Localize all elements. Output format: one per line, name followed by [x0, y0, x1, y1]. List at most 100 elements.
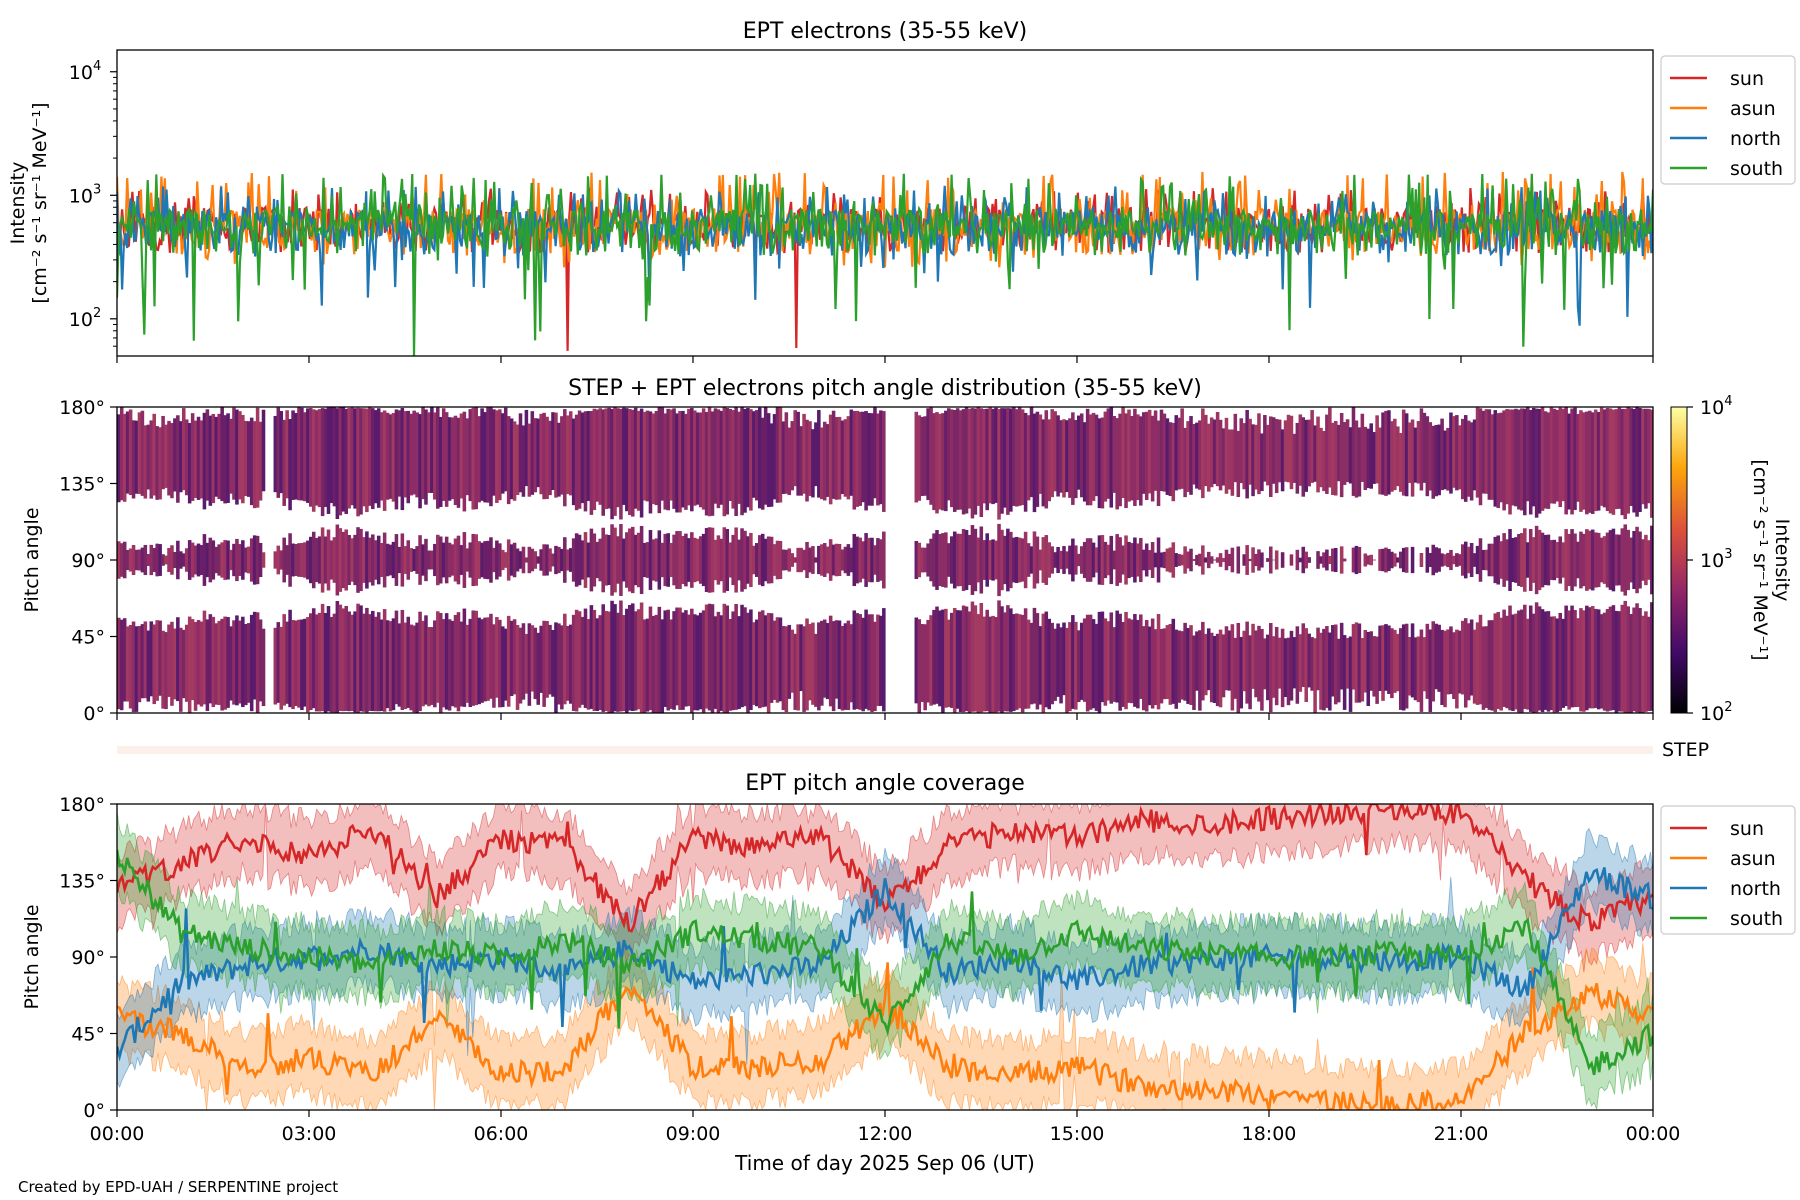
heatmap-cell	[444, 536, 449, 584]
heatmap-cell	[1059, 420, 1063, 493]
heatmap-cell	[471, 407, 476, 510]
heatmap-cell	[592, 609, 597, 711]
heatmap-cell	[1059, 550, 1063, 570]
heatmap-cell	[335, 408, 340, 520]
heatmap-cell	[1393, 418, 1397, 491]
heatmap-cell	[1041, 537, 1046, 583]
heatmap-cell	[781, 626, 786, 711]
heatmap-cell	[1171, 618, 1176, 704]
heatmap-cell	[1118, 537, 1122, 583]
heatmap-cell	[976, 537, 981, 583]
heatmap-cell	[1274, 419, 1279, 494]
heatmap-cell	[453, 614, 458, 708]
heatmap-cell	[350, 614, 354, 712]
heatmap-cell	[701, 533, 706, 587]
heatmap-cell	[1174, 629, 1179, 709]
heatmap-cell	[554, 622, 558, 713]
heatmap-cell	[1322, 430, 1326, 492]
heatmap-cell	[616, 536, 620, 584]
heatmap-cell	[1635, 407, 1639, 517]
panel1-xaxis	[116, 356, 1654, 363]
heatmap-cell	[1201, 408, 1205, 499]
heatmap-cell	[462, 532, 467, 588]
heatmap-cell	[444, 613, 449, 710]
heatmap-cell	[125, 411, 130, 494]
heatmap-cell	[217, 620, 221, 706]
heatmap-cell	[211, 540, 216, 580]
heatmap-cell	[1561, 408, 1565, 502]
heatmap-cell	[1062, 419, 1066, 498]
heatmap-cell	[958, 610, 963, 712]
heatmap-cell	[817, 622, 821, 711]
heatmap-cell	[1531, 537, 1536, 583]
heatmap-cell	[976, 407, 981, 506]
heatmap-cell	[1523, 604, 1527, 709]
heatmap-cell	[1325, 414, 1329, 494]
heatmap-cell	[879, 410, 883, 505]
heatmap-cell	[1463, 415, 1468, 502]
heatmap-cell	[1617, 407, 1622, 509]
heatmap-cell	[1115, 610, 1119, 703]
heatmap-cell	[822, 543, 827, 577]
heatmap-cell	[790, 629, 795, 693]
heatmap-cell	[1009, 408, 1013, 512]
heatmap-cell	[1014, 536, 1019, 584]
heatmap-cell	[725, 408, 730, 515]
heatmap-cell	[382, 532, 387, 588]
heatmap-cell	[628, 409, 632, 516]
heatmap-cell	[568, 548, 573, 572]
heatmap-cell	[241, 616, 245, 708]
heatmap-cell	[456, 535, 461, 585]
heatmap-cell	[1620, 604, 1625, 712]
heatmap-cell	[554, 412, 558, 498]
heatmap-cell	[820, 427, 824, 500]
heatmap-cell	[1212, 559, 1217, 561]
heatmap-cell	[388, 414, 393, 499]
heatmap-cell	[536, 632, 540, 705]
heatmap-cell	[574, 414, 579, 511]
heatmap-cell	[170, 621, 174, 706]
heatmap-cell	[190, 542, 195, 578]
heatmap-cell	[356, 603, 360, 713]
heatmap-cell	[406, 616, 411, 708]
heatmap-cell	[193, 545, 198, 575]
heatmap-cell	[882, 608, 886, 712]
heatmap-cell	[1059, 627, 1063, 704]
heatmap-cell	[164, 424, 168, 488]
heatmap-cell	[1218, 553, 1223, 567]
heatmap-cell	[1251, 547, 1255, 573]
heatmap-cell	[1585, 605, 1589, 711]
heatmap-cell	[170, 423, 174, 499]
heatmap-cell	[391, 618, 396, 711]
heatmap-cell	[1310, 410, 1314, 483]
heatmap-cell	[143, 425, 148, 499]
heatmap-cell	[1387, 410, 1391, 495]
heatmap-cell	[1455, 629, 1459, 709]
heatmap-cell	[1614, 409, 1619, 510]
heatmap-cell	[619, 408, 623, 520]
heatmap-cell	[512, 542, 517, 578]
heatmap-cell	[1115, 418, 1119, 510]
heatmap-cell	[1393, 553, 1397, 567]
heatmap-cell	[1038, 414, 1043, 494]
heatmap-cell	[1218, 629, 1223, 708]
heatmap-cell	[879, 539, 883, 581]
heatmap-cell	[1088, 414, 1093, 506]
heatmap-cell	[1215, 557, 1220, 563]
heatmap-cell	[1437, 624, 1441, 692]
heatmap-cell	[1242, 630, 1246, 692]
heatmap-cell	[1437, 424, 1441, 496]
heatmap-cell	[784, 412, 789, 494]
heatmap-cell	[190, 413, 195, 501]
heatmap-cell	[1333, 547, 1338, 573]
heatmap-cell	[1523, 528, 1527, 592]
ytick-label: 0°	[83, 1100, 105, 1122]
heatmap-cell	[607, 407, 611, 509]
heatmap-cell	[1543, 411, 1548, 509]
heatmap-cell	[769, 536, 774, 584]
heatmap-cell	[279, 550, 284, 570]
heatmap-cell	[161, 415, 165, 490]
heatmap-cell	[379, 412, 384, 501]
heatmap-cell	[1009, 531, 1013, 589]
